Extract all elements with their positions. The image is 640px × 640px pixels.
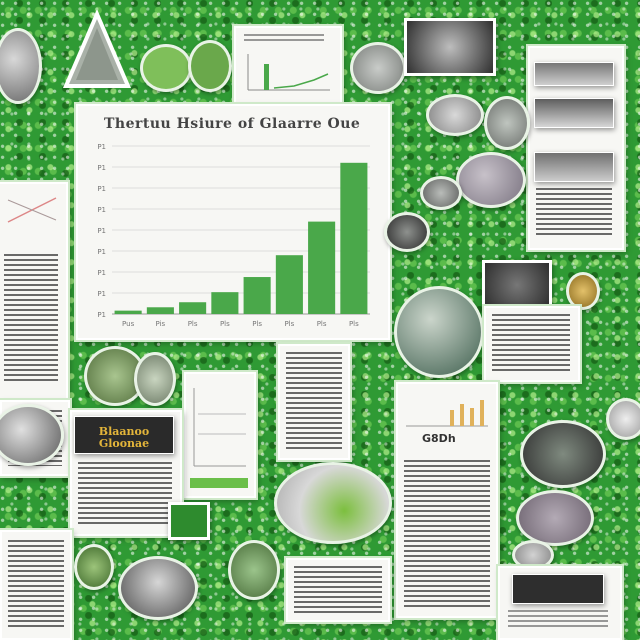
x-tick-label: Pls (220, 320, 230, 328)
y-tick-label: P1 (97, 164, 106, 172)
bottom-left-document (0, 530, 72, 640)
y-tick-label: P1 (97, 185, 106, 193)
leaf-photo (140, 44, 192, 92)
text-lines (404, 460, 490, 608)
green-square-photo (168, 502, 210, 540)
x-tick-label: Pls (349, 320, 359, 328)
pyramid-shape (62, 8, 132, 88)
y-tick-label: P1 (97, 143, 106, 151)
y-tick-label: P1 (97, 290, 106, 298)
bar (243, 277, 271, 314)
text-lines (8, 540, 64, 630)
doc-badge: G8Dh (422, 432, 456, 445)
bar (114, 310, 142, 314)
doc-line-chart (193, 388, 246, 467)
textured-stone (394, 286, 484, 378)
text-lines (286, 352, 342, 450)
text-lines (78, 462, 172, 526)
middle-right-document (484, 306, 580, 382)
bar-chart-svg: P1 P1 P1 P1 P1 P1 P1 P1 P1 Pus Pis Pls Pls Pls Pls Pls P… (97, 143, 370, 328)
x-tick-label: Pus (122, 320, 135, 328)
green-stone-3 (74, 544, 114, 590)
bottom-right-document (498, 566, 622, 640)
stone-photo-8 (134, 352, 176, 406)
doc-diagram (7, 197, 57, 223)
doc-image-2 (534, 98, 614, 128)
doc-image-1 (534, 62, 614, 86)
mini-chart-document (234, 26, 342, 106)
doc-image-3 (534, 152, 614, 182)
text-lines (508, 610, 608, 630)
rock-photo (350, 42, 406, 94)
stone-photo-5 (456, 152, 526, 208)
stone-photo (0, 28, 42, 104)
bar (179, 302, 207, 314)
gray-stone-left (0, 404, 64, 466)
leaf-photo-2 (188, 40, 232, 92)
yellow-stone (566, 272, 600, 310)
text-lines (492, 314, 570, 372)
sneaker-photo (118, 556, 198, 620)
y-tick-label: P1 (97, 248, 106, 256)
bar (275, 255, 303, 314)
sculpture-photo (404, 18, 496, 76)
center-chart-document (184, 372, 256, 498)
dark-photo (482, 260, 552, 310)
bar (211, 292, 239, 314)
bar (146, 307, 174, 314)
mini-chart (247, 54, 330, 91)
poster-card: Blaanoo Gloonae (70, 410, 182, 536)
bottom-center-document: G8Dh (396, 382, 498, 618)
x-tick-label: Pls (284, 320, 294, 328)
gray-stone-bottom (512, 540, 554, 570)
x-tick-label: Pls (252, 320, 262, 328)
main-bar-chart: P1 P1 P1 P1 P1 P1 P1 P1 P1 Pus Pis Pls Pls Pls Pls Pls P… (76, 104, 390, 340)
stone-photo-3 (426, 94, 484, 136)
chart-title: Thertuu Hsiure of Glaarre Oue (104, 116, 361, 132)
y-tick-label: P1 (97, 269, 106, 277)
y-tick-label: P1 (97, 206, 106, 214)
doc-mini-bars (406, 400, 488, 427)
center-text-document (278, 344, 350, 460)
left-text-document (0, 182, 68, 402)
stone-photo-6 (420, 176, 462, 210)
poster-image: Blaanoo Gloonae (74, 416, 174, 454)
bar (340, 162, 368, 314)
x-tick-label: Pls (317, 320, 327, 328)
stone-photo-7 (384, 212, 430, 252)
x-tick-label: Pis (156, 320, 166, 328)
text-lines (4, 254, 58, 384)
text-lines (294, 566, 382, 614)
bottom-document (286, 558, 390, 622)
x-tick-label: Pls (188, 320, 198, 328)
grass-strip (190, 478, 248, 488)
purple-stone (516, 490, 594, 546)
pyramid-photo (62, 8, 132, 90)
shoe-photo (520, 420, 606, 488)
text-lines (536, 188, 612, 238)
y-tick-label: P1 (97, 311, 106, 319)
white-stone (606, 398, 640, 440)
poster-title: Blaanoo Gloonae (98, 425, 150, 451)
bar (308, 221, 336, 314)
green-stone-2 (228, 540, 280, 600)
text-lines (244, 34, 324, 44)
y-tick-label: P1 (97, 227, 106, 235)
stone-photo-4 (484, 96, 530, 150)
green-stone (274, 462, 392, 544)
doc-dark-image (512, 574, 604, 604)
right-document (528, 46, 624, 250)
